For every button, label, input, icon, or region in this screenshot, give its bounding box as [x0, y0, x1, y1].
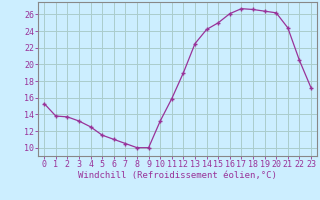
- X-axis label: Windchill (Refroidissement éolien,°C): Windchill (Refroidissement éolien,°C): [78, 171, 277, 180]
